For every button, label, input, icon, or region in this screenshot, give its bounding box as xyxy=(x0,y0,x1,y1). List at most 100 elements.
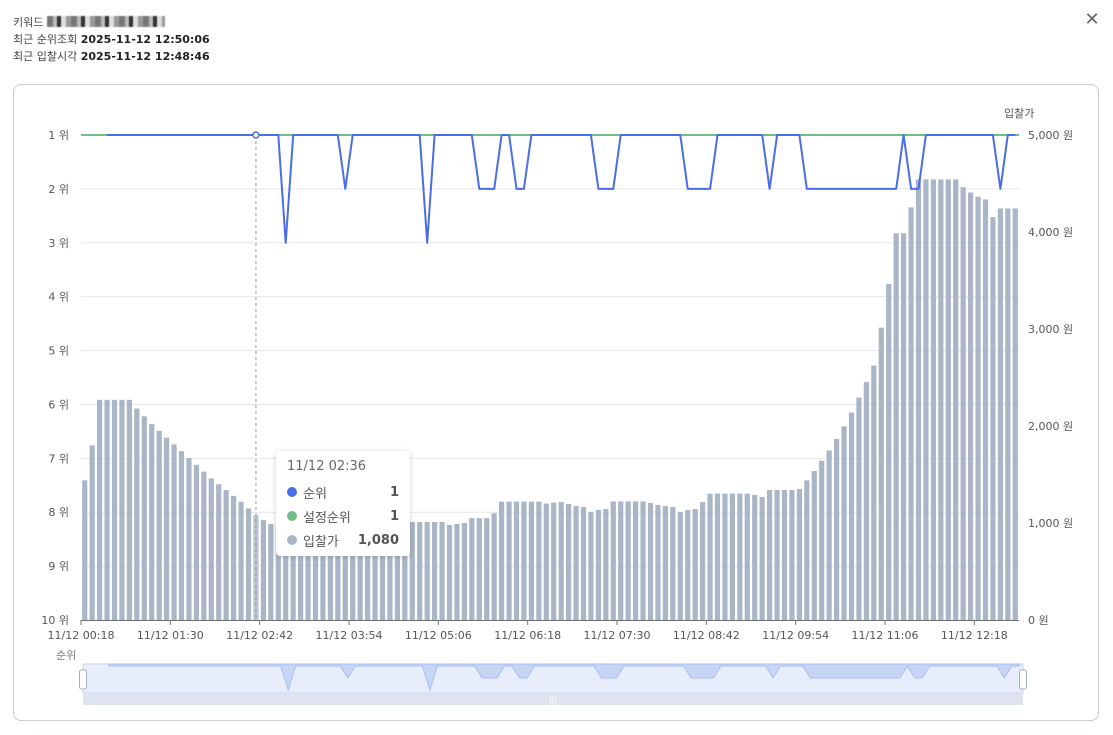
left-axis-tick-label: 4 위 xyxy=(48,291,69,304)
right-axis-tick-label: 3,000 원 xyxy=(1028,323,1073,336)
x-axis-tick-label: 11/12 11:06 xyxy=(852,629,919,642)
left-axis-tick-label: 1 위 xyxy=(48,129,69,142)
bid-bar xyxy=(513,501,520,620)
x-axis-tick-label: 11/12 03:54 xyxy=(316,629,383,642)
bid-bar xyxy=(461,523,467,620)
bid-bar xyxy=(231,495,237,620)
bid-bar xyxy=(350,529,356,620)
bid-bar xyxy=(104,399,110,620)
bid-bar xyxy=(536,501,542,620)
bid-bar xyxy=(298,529,304,620)
bid-bar xyxy=(566,503,572,620)
bid-bar xyxy=(655,504,661,620)
right-axis-tick-label: 2,000 원 xyxy=(1028,420,1073,433)
bid-bar xyxy=(164,437,170,620)
left-axis-tick-label: 10 위 xyxy=(41,614,69,627)
bid-bar xyxy=(1012,208,1018,620)
bid-bar xyxy=(551,502,557,620)
bid-bar xyxy=(640,501,646,620)
bid-bar xyxy=(834,438,840,620)
bid-bar xyxy=(930,179,936,620)
tooltip-value: 1 xyxy=(389,508,399,524)
tooltip-value: 1,080 xyxy=(357,532,399,548)
bid-bar xyxy=(759,497,765,620)
bid-bar xyxy=(767,490,773,620)
tooltip-name: 입찰가 xyxy=(303,534,339,550)
bid-bar xyxy=(476,518,482,620)
x-axis-tick-label: 11/12 06:18 xyxy=(494,629,561,642)
bid-bar xyxy=(424,522,430,620)
bid-bar xyxy=(394,529,400,620)
bid-bar xyxy=(283,528,289,620)
bid-bar xyxy=(796,489,802,620)
bid-bar xyxy=(372,529,378,620)
bid-bar xyxy=(528,501,534,620)
keyword-info: 키워드 최근 순위조회 2025-11-12 12:50:06 최근 입찰시각 … xyxy=(13,14,210,65)
bid-bar xyxy=(714,493,721,620)
bid-bar xyxy=(707,493,713,620)
bid-bar xyxy=(119,399,125,620)
bid-bar xyxy=(811,471,817,620)
bid-bar xyxy=(886,283,892,620)
bid-bar xyxy=(923,179,929,620)
right-axis-tick-label: 5,000 원 xyxy=(1028,129,1073,142)
bid-bar xyxy=(878,327,884,620)
bid-bar xyxy=(841,426,847,620)
bid-bar xyxy=(432,522,438,620)
bid-bar xyxy=(915,179,922,620)
bid-bar xyxy=(603,509,609,620)
bid-bar xyxy=(156,430,162,620)
bid-bar xyxy=(342,529,348,620)
bid-bar xyxy=(245,508,252,620)
bid-bar xyxy=(521,501,527,620)
chart-card xyxy=(13,84,1099,721)
bid-bar xyxy=(997,208,1003,620)
right-axis-tick-label: 0 원 xyxy=(1028,614,1049,627)
x-axis-tick-label: 11/12 07:30 xyxy=(584,629,651,642)
bid-bar xyxy=(126,399,132,620)
left-axis-name: 순위 xyxy=(56,649,76,662)
bid-bar xyxy=(216,484,222,620)
bid-bar xyxy=(1005,208,1011,620)
bid-bar xyxy=(774,490,780,620)
bid-bar xyxy=(960,187,966,621)
tooltip-row-target-rank: 설정순위 1 xyxy=(287,504,399,528)
bid-bar xyxy=(685,510,691,620)
bid-bar xyxy=(417,522,423,620)
bid-dot-icon xyxy=(287,535,297,545)
bid-bar xyxy=(499,501,505,620)
bid-bar xyxy=(320,529,326,620)
bid-bar xyxy=(580,506,587,620)
bid-bar xyxy=(804,480,810,620)
bid-bar xyxy=(692,509,698,620)
bid-bar xyxy=(953,179,959,620)
bid-bar xyxy=(186,458,192,620)
bid-bar xyxy=(856,397,862,620)
bid-bar xyxy=(625,501,631,620)
bid-bar xyxy=(82,480,88,620)
bid-bar xyxy=(327,529,333,620)
bid-bar xyxy=(178,451,185,620)
zoom-slider-grip-icon: ||| xyxy=(549,696,557,705)
bid-bar xyxy=(588,512,594,620)
bid-bar xyxy=(863,382,869,620)
close-icon[interactable]: ✕ xyxy=(1084,9,1100,30)
zoom-slider-move-bar xyxy=(83,693,1023,705)
bid-bar xyxy=(305,529,311,620)
bid-bar xyxy=(506,501,512,620)
bid-bar xyxy=(573,506,579,620)
right-axis-name: 입찰가 xyxy=(1004,107,1034,120)
bid-bar xyxy=(752,494,758,620)
zoom-slider-handle[interactable] xyxy=(79,669,87,690)
bid-bar xyxy=(402,522,408,620)
x-axis-tick-label: 11/12 01:30 xyxy=(137,629,204,642)
left-axis-tick-label: 3 위 xyxy=(48,237,69,250)
bid-bar xyxy=(238,501,244,620)
bid-bar xyxy=(990,217,996,620)
zoom-slider-handle[interactable] xyxy=(1019,669,1027,690)
bid-bar xyxy=(595,510,601,620)
bid-bar xyxy=(700,502,706,620)
rank-dot-icon xyxy=(287,487,297,497)
tooltip-name: 순위 xyxy=(303,486,327,502)
